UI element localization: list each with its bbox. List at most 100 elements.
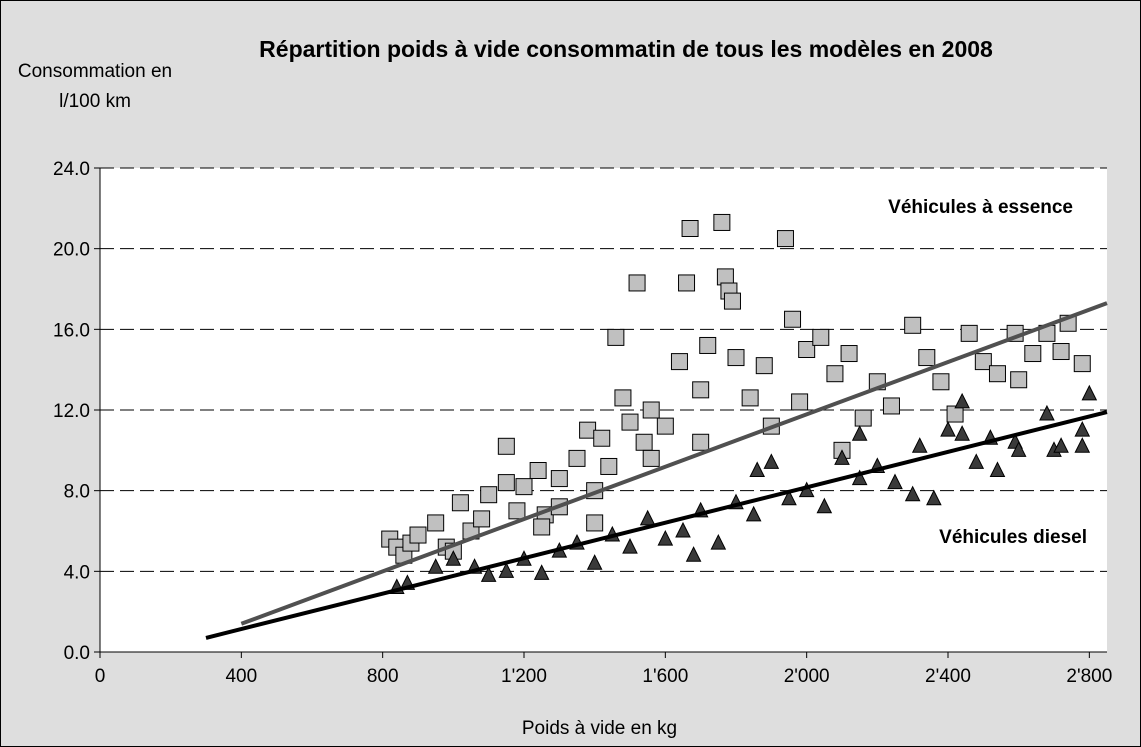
point xyxy=(692,433,710,451)
point xyxy=(1081,384,1098,401)
series-annotation: Véhicules diesel xyxy=(939,527,1087,548)
point xyxy=(1039,404,1055,421)
point xyxy=(882,397,900,415)
point xyxy=(427,514,445,532)
point xyxy=(954,392,970,409)
point xyxy=(798,341,816,358)
point xyxy=(497,474,515,492)
point xyxy=(946,405,964,423)
point xyxy=(851,469,868,486)
point xyxy=(1074,421,1091,437)
x-tick-label: 2'800 xyxy=(1066,666,1112,687)
point xyxy=(1073,355,1091,373)
point xyxy=(1010,441,1027,457)
x-tick-label: 0 xyxy=(95,666,106,687)
point xyxy=(550,470,568,488)
trend-line xyxy=(240,301,1108,626)
point xyxy=(409,526,427,544)
point xyxy=(954,425,970,441)
point xyxy=(533,564,550,580)
point xyxy=(812,328,830,346)
point xyxy=(755,357,773,375)
point xyxy=(763,453,780,469)
point xyxy=(1052,343,1070,361)
point xyxy=(480,486,498,504)
point xyxy=(607,328,625,346)
point xyxy=(713,213,731,231)
point xyxy=(816,497,833,514)
point xyxy=(940,421,956,437)
point xyxy=(657,529,674,546)
point xyxy=(600,457,618,475)
point xyxy=(427,558,444,574)
point xyxy=(515,478,533,496)
point xyxy=(635,433,653,451)
point xyxy=(834,449,850,465)
point xyxy=(579,421,597,439)
point xyxy=(480,566,497,582)
point xyxy=(745,505,762,522)
point xyxy=(675,521,691,538)
y-tick-label: 12.0 xyxy=(53,401,90,422)
point xyxy=(716,268,734,286)
point xyxy=(854,409,872,427)
x-tick-label: 400 xyxy=(225,666,257,687)
point xyxy=(498,562,515,578)
point xyxy=(904,485,921,502)
point xyxy=(968,453,985,469)
x-axis-label: Poids à vide en kg xyxy=(522,718,677,739)
y-tick-label: 0.0 xyxy=(64,643,90,664)
point xyxy=(670,353,688,371)
x-tick-label: 1'200 xyxy=(501,666,547,687)
y-axis-label: Consommation en l/100 km xyxy=(17,61,173,112)
point xyxy=(508,502,526,520)
point xyxy=(621,413,639,431)
point xyxy=(918,349,936,367)
point xyxy=(826,365,844,383)
point xyxy=(614,389,632,407)
point xyxy=(692,381,710,399)
x-tick-label: 2'000 xyxy=(784,666,830,687)
point xyxy=(678,274,696,292)
point xyxy=(727,349,745,367)
y-tick-label: 4.0 xyxy=(64,562,90,583)
chart-title: Répartition poids à vide consommatin de … xyxy=(259,36,993,62)
point xyxy=(911,437,928,453)
y-tick-label: 24.0 xyxy=(53,159,90,180)
point xyxy=(851,425,868,441)
point xyxy=(932,373,950,391)
point xyxy=(791,393,809,411)
point xyxy=(1010,371,1028,389)
x-tick-label: 1'600 xyxy=(642,666,688,687)
point xyxy=(642,401,660,419)
x-tick-label: 800 xyxy=(367,666,399,687)
point xyxy=(710,533,727,550)
point xyxy=(529,462,547,479)
point xyxy=(586,554,603,570)
point xyxy=(741,389,759,407)
point xyxy=(445,550,462,566)
point xyxy=(622,538,638,554)
point xyxy=(451,494,469,512)
series-annotation: Véhicules à essence xyxy=(888,197,1073,218)
point xyxy=(960,324,978,342)
point xyxy=(586,514,604,532)
point xyxy=(989,461,1006,477)
point xyxy=(639,509,656,526)
point xyxy=(723,292,741,310)
y-tick-label: 20.0 xyxy=(53,240,90,261)
point xyxy=(568,449,586,467)
point xyxy=(781,489,797,506)
point xyxy=(840,345,858,363)
point xyxy=(699,336,717,354)
point xyxy=(497,437,515,455)
point xyxy=(473,510,491,528)
point xyxy=(974,353,992,371)
trend-line xyxy=(205,410,1108,640)
point xyxy=(1053,437,1069,453)
point xyxy=(593,429,611,447)
point xyxy=(533,518,551,536)
point xyxy=(776,230,794,248)
